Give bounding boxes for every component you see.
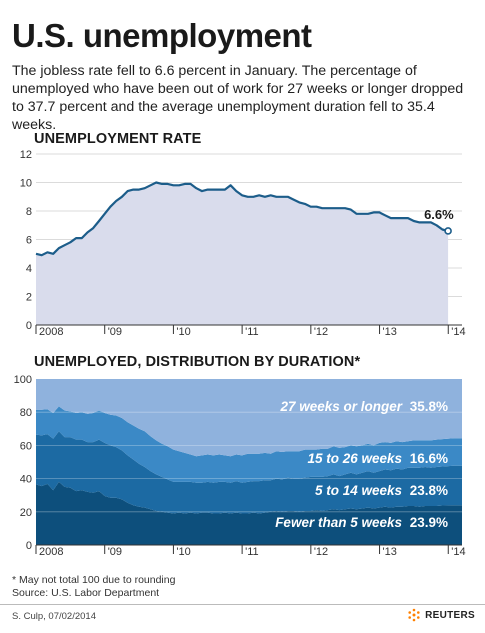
band-label: 15 to 26 weeks (307, 451, 402, 466)
band-value-label: 23.8% (410, 483, 448, 498)
reuters-logo: REUTERS (407, 608, 475, 622)
x-tick-label: '14 (451, 326, 465, 338)
y-tick-label: 10 (20, 178, 32, 190)
footnote: * May not total 100 due to rounding (12, 574, 176, 586)
y-tick-label: 20 (20, 507, 32, 519)
rate-area-fill (36, 182, 449, 325)
y-tick-label: 4 (26, 263, 32, 275)
x-tick-label: '11 (245, 546, 259, 558)
y-tick-label: 0 (26, 320, 32, 332)
x-tick-label: '09 (108, 326, 122, 338)
y-tick-label: 40 (20, 474, 32, 486)
y-tick-label: 6 (26, 235, 32, 247)
x-tick-label: '10 (176, 546, 190, 558)
band-fewer-than-5-weeks (36, 481, 462, 545)
y-tick-label: 8 (26, 206, 32, 218)
y-tick-label: 2 (26, 292, 32, 304)
rate-chart-title: UNEMPLOYMENT RATE (34, 131, 202, 147)
duration-distribution-chart: 0 20 40 60 80 100 Fewer than 5 weeks 23.9% 5 to … (14, 374, 466, 558)
logo-text: REUTERS (425, 609, 475, 621)
x-tick-label: 2008 (39, 326, 63, 338)
band-value-label: 23.9% (410, 515, 448, 530)
x-tick-label: 2008 (39, 546, 63, 558)
reuters-dots-icon (408, 608, 420, 622)
charts-svg: 0 2 4 6 8 10 12 6.6% 2008 '09 '10 '11 '12 '13 '14 0 20 4… (14, 149, 466, 558)
y-tick-label: 12 (20, 149, 32, 161)
x-tick-label: '14 (451, 546, 465, 558)
y-tick-label: 0 (26, 540, 32, 552)
band-label: 27 weeks or longer (279, 399, 402, 414)
rate-end-point (444, 227, 452, 235)
y-tick-label: 60 (20, 440, 32, 452)
band-label: Fewer than 5 weeks (275, 515, 402, 530)
x-tick-label: '09 (108, 546, 122, 558)
source-note: Source: U.S. Labor Department (12, 587, 160, 599)
band-value-label: 16.6% (410, 451, 448, 466)
y-tick-label: 100 (14, 374, 32, 386)
duration-chart-title: UNEMPLOYED, DISTRIBUTION BY DURATION* (34, 354, 361, 370)
band-27-weeks-or-longer (36, 379, 462, 457)
x-tick-label: '13 (383, 326, 397, 338)
band-label: 5 to 14 weeks (315, 483, 403, 498)
rate-end-label: 6.6% (424, 207, 454, 222)
unemployment-rate-chart: 0 2 4 6 8 10 12 6.6% 2008 '09 '10 '11 '12 '13 '14 (20, 149, 466, 338)
band-15-to-26-weeks (36, 406, 462, 483)
x-tick-label: '13 (383, 546, 397, 558)
x-tick-label: '12 (314, 326, 328, 338)
page-title: U.S. unemployment (12, 17, 312, 54)
page-subtitle: The jobless rate fell to 6.6 percent in … (12, 63, 464, 133)
credit-line: S. Culp, 07/02/2014 (12, 611, 96, 622)
band-5-to-14-weeks (36, 431, 462, 514)
footer-divider (0, 604, 485, 605)
x-tick-label: '12 (314, 546, 328, 558)
rate-line (35, 181, 449, 257)
y-tick-label: 80 (20, 407, 32, 419)
x-tick-label: '11 (245, 326, 259, 338)
x-tick-label: '10 (176, 326, 190, 338)
band-value-label: 35.8% (410, 399, 448, 414)
